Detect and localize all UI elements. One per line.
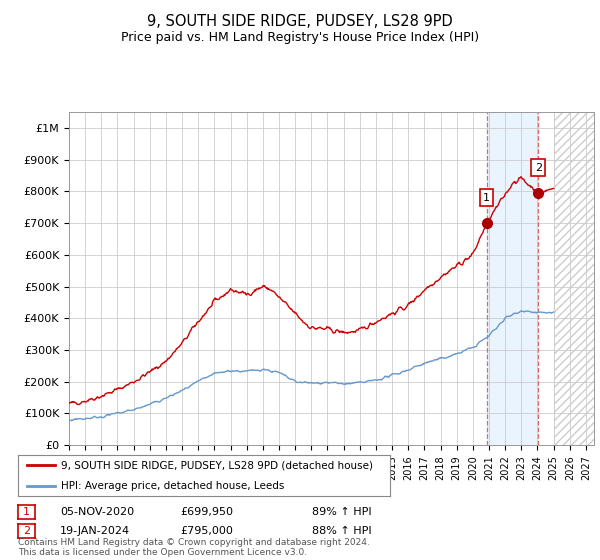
Text: £699,950: £699,950 xyxy=(180,507,233,517)
Bar xyxy=(554,112,594,445)
Text: 1: 1 xyxy=(23,507,30,517)
Text: £795,000: £795,000 xyxy=(180,526,233,536)
Text: 88% ↑ HPI: 88% ↑ HPI xyxy=(312,526,371,536)
Text: 2: 2 xyxy=(23,526,30,535)
Text: HPI: Average price, detached house, Leeds: HPI: Average price, detached house, Leed… xyxy=(61,480,284,491)
Text: 19-JAN-2024: 19-JAN-2024 xyxy=(60,526,130,536)
Text: 9, SOUTH SIDE RIDGE, PUDSEY, LS28 9PD: 9, SOUTH SIDE RIDGE, PUDSEY, LS28 9PD xyxy=(147,14,453,29)
Text: 2: 2 xyxy=(535,162,542,172)
Bar xyxy=(554,112,594,445)
Text: 05-NOV-2020: 05-NOV-2020 xyxy=(60,507,134,517)
Text: Contains HM Land Registry data © Crown copyright and database right 2024.
This d: Contains HM Land Registry data © Crown c… xyxy=(18,538,370,557)
Bar xyxy=(487,112,538,445)
Text: 9, SOUTH SIDE RIDGE, PUDSEY, LS28 9PD (detached house): 9, SOUTH SIDE RIDGE, PUDSEY, LS28 9PD (d… xyxy=(61,460,373,470)
Text: Price paid vs. HM Land Registry's House Price Index (HPI): Price paid vs. HM Land Registry's House … xyxy=(121,31,479,44)
Text: 89% ↑ HPI: 89% ↑ HPI xyxy=(312,507,371,517)
Text: 1: 1 xyxy=(483,193,490,203)
